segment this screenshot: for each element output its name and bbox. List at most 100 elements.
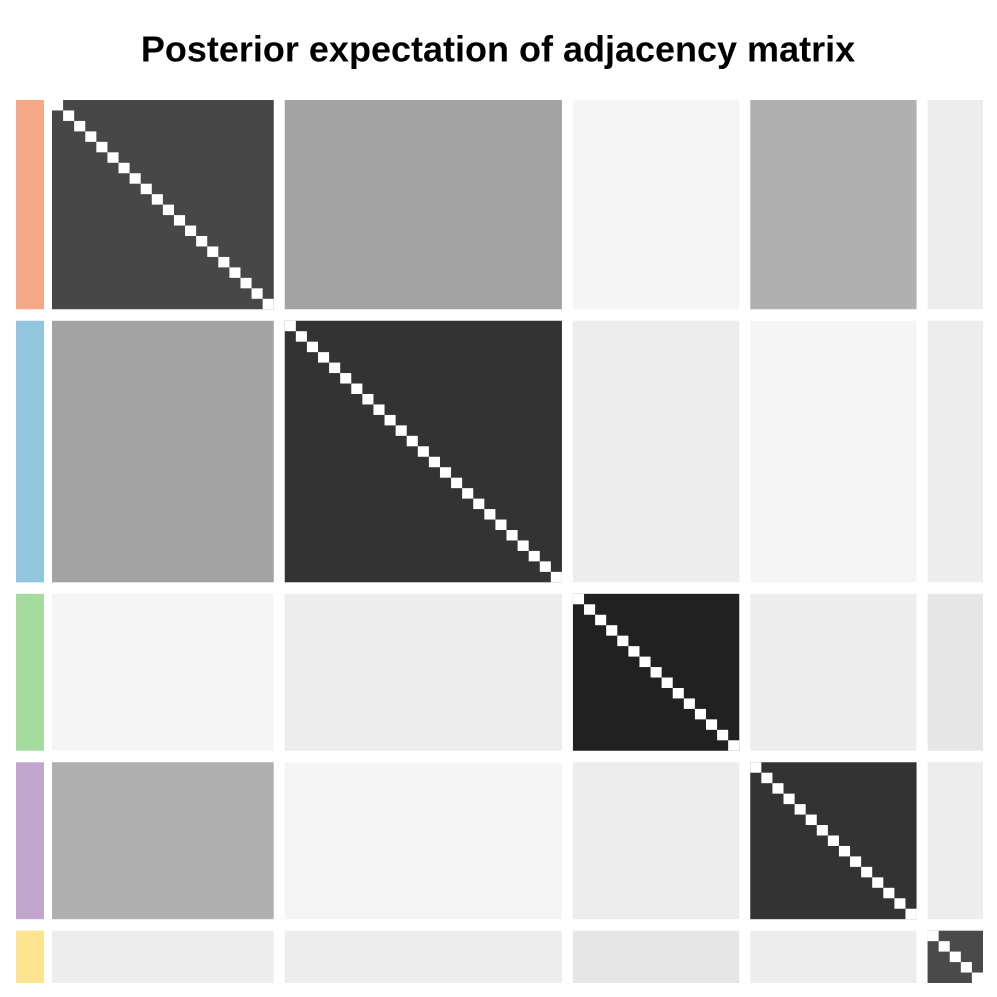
diagonal-cell: [218, 256, 230, 268]
diagonal-cell: [340, 373, 352, 384]
diagonal-cell: [118, 162, 130, 174]
diagonal-cell: [351, 383, 363, 394]
diagonal-cell: [140, 183, 152, 195]
diagonal-cell: [495, 519, 507, 530]
diagonal-cell: [85, 131, 97, 142]
block: [284, 930, 562, 983]
diagonal-cell: [861, 866, 873, 878]
block: [572, 320, 740, 583]
diagonal-cell: [794, 804, 806, 815]
block: [927, 762, 983, 920]
diagonal-cell: [129, 173, 141, 184]
diagonal-cell: [63, 110, 75, 121]
diagonal-cell: [262, 298, 274, 310]
diagonal-cell: [617, 635, 629, 647]
diagonal-cell: [639, 656, 651, 668]
diagonal-cell: [949, 951, 961, 963]
block: [750, 100, 917, 310]
diagonal-cell: [872, 877, 884, 888]
diagonal-cell: [705, 719, 718, 730]
block: [284, 100, 562, 310]
diagonal-cell: [694, 708, 706, 720]
block: [750, 930, 917, 983]
diagonal-cell: [628, 646, 640, 657]
diagonal-cell: [650, 667, 662, 678]
group-bar: [16, 320, 44, 583]
diagonal-cell: [783, 793, 795, 805]
diagonal-cell: [74, 120, 86, 132]
diagonal-cell: [539, 561, 551, 572]
diagonal-cell: [572, 593, 585, 605]
diagonal-cell: [295, 331, 307, 342]
block: [52, 930, 274, 983]
diagonal-cell: [827, 835, 839, 846]
diagonal-cell: [750, 762, 762, 773]
diagonal-cell: [52, 100, 64, 111]
diagonal-cell: [805, 814, 817, 826]
block: [927, 320, 983, 583]
block: [52, 593, 274, 751]
diagonal-cell: [584, 604, 596, 615]
chart-title: Posterior expectation of adjacency matri…: [141, 29, 855, 70]
block: [52, 762, 274, 920]
diagonal-cell: [850, 856, 862, 867]
diagonal-cell: [595, 614, 607, 626]
diagonal-cell: [550, 571, 562, 583]
block: [572, 930, 740, 983]
diagonal-cell: [362, 393, 374, 405]
diagonal-cell: [960, 962, 972, 973]
diagonal-cell: [229, 267, 241, 278]
block: [572, 100, 740, 310]
diagonal-cell: [971, 972, 983, 983]
diagonal-cell: [883, 887, 895, 899]
diagonal-cell: [107, 152, 119, 163]
diagonal-cell: [838, 845, 851, 857]
block: [572, 762, 740, 920]
block: [750, 320, 917, 583]
diagonal-cell: [717, 729, 729, 741]
diagonal-cell: [905, 908, 917, 920]
diagonal-cell: [672, 687, 684, 699]
diagonal-cell: [406, 435, 418, 447]
diagonal-cell: [173, 215, 186, 226]
diagonal-cell: [185, 225, 197, 237]
diagonal-cell: [484, 509, 496, 520]
diagonal-cell: [329, 362, 341, 374]
diagonal-cell: [473, 498, 485, 510]
block: [52, 320, 274, 583]
diagonal-cell: [772, 783, 784, 794]
diagonal-cell: [661, 677, 673, 688]
diagonal-cell: [417, 446, 429, 457]
diagonal-cell: [240, 277, 252, 289]
diagonal-cell: [451, 477, 463, 489]
diagonal-cell: [728, 740, 740, 751]
group-bar: [16, 930, 44, 983]
diagonal-cell: [162, 204, 174, 216]
diagonal-cell: [306, 341, 319, 353]
diagonal-cell: [196, 236, 208, 247]
diagonal-cell: [151, 194, 163, 205]
diagonal-cell: [528, 550, 540, 562]
group-bar: [16, 593, 44, 751]
diagonal-cell: [927, 930, 939, 942]
diagonal-cell: [761, 772, 773, 784]
block: [284, 593, 562, 751]
diagonal-cell: [395, 425, 407, 436]
group-bar: [16, 100, 44, 310]
block: [750, 593, 917, 751]
group-bar: [16, 762, 44, 920]
diagonal-cell: [517, 540, 529, 551]
diagonal-cell: [683, 698, 695, 709]
diagonal-cell: [96, 141, 108, 153]
diagonal-cell: [251, 288, 263, 299]
block: [284, 762, 562, 920]
diagonal-cell: [506, 530, 518, 541]
diagonal-cell: [318, 352, 330, 363]
diagonal-cell: [207, 246, 219, 257]
block: [927, 593, 983, 751]
diagonal-cell: [439, 467, 452, 478]
diagonal-cell: [938, 941, 950, 952]
diagonal-cell: [462, 488, 474, 499]
diagonal-cell: [606, 625, 618, 636]
